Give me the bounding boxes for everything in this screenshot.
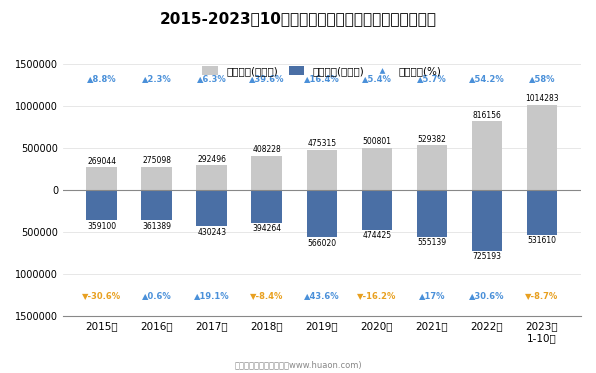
Text: 394264: 394264 bbox=[252, 225, 281, 233]
Bar bbox=[471, 190, 502, 251]
Text: ▲43.6%: ▲43.6% bbox=[304, 291, 340, 300]
Text: 531610: 531610 bbox=[527, 236, 557, 245]
Bar bbox=[252, 156, 283, 190]
Text: 566020: 566020 bbox=[308, 239, 337, 248]
Text: ▲0.6%: ▲0.6% bbox=[142, 291, 172, 300]
Bar bbox=[86, 167, 117, 190]
Text: 430243: 430243 bbox=[197, 228, 226, 236]
Text: ▼-30.6%: ▼-30.6% bbox=[82, 291, 122, 300]
Bar bbox=[362, 148, 392, 190]
Text: 529382: 529382 bbox=[418, 135, 446, 144]
Text: ▲39.6%: ▲39.6% bbox=[249, 74, 285, 83]
Text: ▲19.1%: ▲19.1% bbox=[194, 291, 229, 300]
Text: 475315: 475315 bbox=[308, 140, 337, 148]
Bar bbox=[197, 190, 227, 226]
Bar bbox=[306, 150, 337, 190]
Text: ▲58%: ▲58% bbox=[529, 74, 555, 83]
Text: ▲17%: ▲17% bbox=[419, 291, 445, 300]
Bar bbox=[252, 190, 283, 223]
Bar bbox=[417, 145, 448, 190]
Legend: 出口总额(万美元), 进口总额(万美元), 同比增速(%): 出口总额(万美元), 进口总额(万美元), 同比增速(%) bbox=[200, 64, 443, 78]
Bar bbox=[527, 104, 557, 190]
Text: ▲8.8%: ▲8.8% bbox=[87, 74, 117, 83]
Text: 292496: 292496 bbox=[197, 155, 226, 164]
Text: 361389: 361389 bbox=[142, 222, 171, 231]
Bar bbox=[141, 167, 172, 190]
Text: 275098: 275098 bbox=[142, 156, 171, 165]
Bar bbox=[527, 190, 557, 235]
Text: ▲54.2%: ▲54.2% bbox=[469, 74, 505, 83]
Text: 500801: 500801 bbox=[362, 137, 392, 146]
Text: ▲2.3%: ▲2.3% bbox=[142, 74, 172, 83]
Text: 制图：华经产业研究院（www.huaon.com): 制图：华经产业研究院（www.huaon.com) bbox=[234, 360, 362, 369]
Text: ▲6.3%: ▲6.3% bbox=[197, 74, 226, 83]
Text: 474425: 474425 bbox=[362, 231, 392, 240]
Text: 269044: 269044 bbox=[87, 157, 116, 166]
Bar bbox=[471, 121, 502, 190]
Text: ▲5.4%: ▲5.4% bbox=[362, 74, 392, 83]
Text: 725193: 725193 bbox=[473, 252, 501, 261]
Bar bbox=[197, 165, 227, 190]
Bar bbox=[141, 190, 172, 220]
Text: 555139: 555139 bbox=[417, 238, 446, 247]
Bar bbox=[306, 190, 337, 238]
Text: ▲5.7%: ▲5.7% bbox=[417, 74, 447, 83]
Bar bbox=[417, 190, 448, 236]
Bar bbox=[86, 190, 117, 220]
Bar bbox=[362, 190, 392, 230]
Text: 408228: 408228 bbox=[253, 145, 281, 154]
Text: ▲16.4%: ▲16.4% bbox=[304, 74, 340, 83]
Text: 359100: 359100 bbox=[87, 222, 116, 231]
Text: 1014283: 1014283 bbox=[525, 94, 559, 103]
Text: ▼-8.7%: ▼-8.7% bbox=[526, 291, 558, 300]
Text: ▲30.6%: ▲30.6% bbox=[469, 291, 505, 300]
Text: ▼-16.2%: ▼-16.2% bbox=[357, 291, 397, 300]
Text: 816156: 816156 bbox=[473, 111, 501, 120]
Text: 2015-2023年10月上海浦东机场综合保税区进、出口额: 2015-2023年10月上海浦东机场综合保税区进、出口额 bbox=[160, 11, 436, 26]
Text: ▼-8.4%: ▼-8.4% bbox=[250, 291, 284, 300]
